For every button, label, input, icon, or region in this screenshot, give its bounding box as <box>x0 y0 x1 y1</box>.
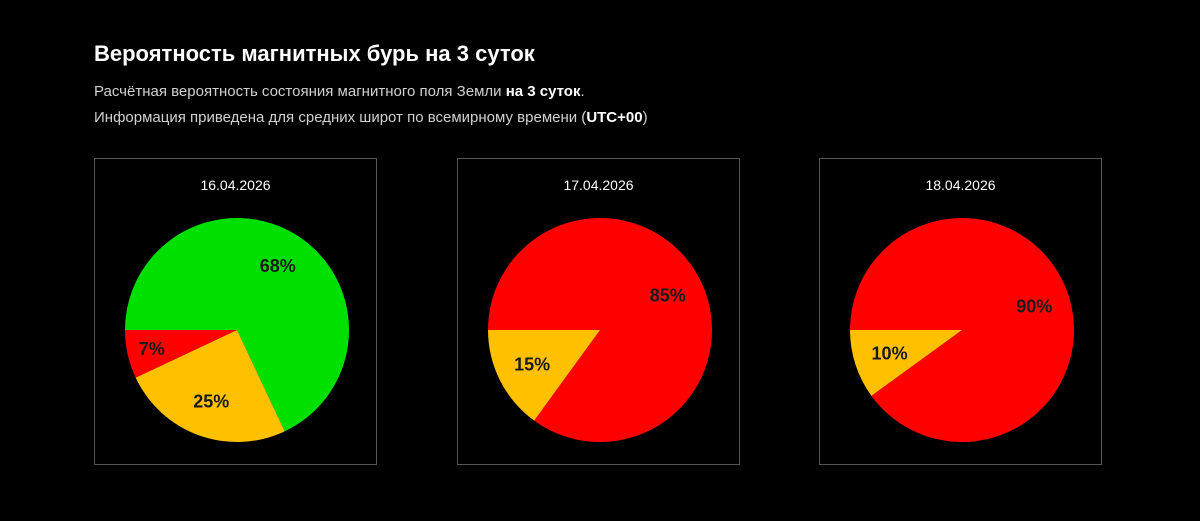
card-date: 17.04.2026 <box>563 177 634 193</box>
pie-slice-1 <box>850 330 962 396</box>
description: Расчётная вероятность состояния магнитно… <box>94 79 648 131</box>
pie-slice-1 <box>135 330 285 442</box>
description-line-1-suffix: . <box>580 83 585 100</box>
pie-slice-label-1: 15% <box>514 355 550 375</box>
pie-slice-1 <box>488 330 600 421</box>
pie-slice-label-1: 25% <box>193 392 229 412</box>
pie-slice-0 <box>125 218 349 432</box>
pie-slice-2 <box>125 330 237 378</box>
forecast-card-day-1: 16.04.2026 68% 25% 7% <box>94 158 377 465</box>
pie-slice-label-0: 68% <box>260 256 296 276</box>
description-line-1-bold: на 3 суток <box>505 83 581 100</box>
pie-slice-label-2: 7% <box>139 339 165 359</box>
description-line-2: Информация приведена для средних широт п… <box>94 105 648 131</box>
pie-chart: 85% 15% <box>488 218 712 442</box>
forecast-card-day-3: 18.04.2026 90% 10% <box>819 158 1102 465</box>
pie-slice-label-1: 10% <box>872 344 908 364</box>
description-line-2-bold: UTC+00 <box>586 109 643 126</box>
description-line-1-text: Расчётная вероятность состояния магнитно… <box>94 83 506 100</box>
description-line-1: Расчётная вероятность состояния магнитно… <box>94 79 648 105</box>
pie-slice-label-0: 85% <box>650 285 686 305</box>
pie-chart: 90% 10% <box>850 218 1074 443</box>
card-date: 18.04.2026 <box>925 177 996 193</box>
card-date: 16.04.2026 <box>200 177 271 193</box>
description-line-2-suffix: ) <box>642 109 648 126</box>
pie-slice-label-0: 90% <box>1016 297 1052 317</box>
forecast-card-day-2: 17.04.2026 85% 15% <box>457 158 740 465</box>
pie-chart: 68% 25% 7% <box>125 218 349 442</box>
page-title: Вероятность магнитных бурь на 3 суток <box>94 41 535 66</box>
description-line-2-text: Информация приведена для средних широт п… <box>94 109 587 126</box>
pie-slice-0 <box>850 218 1074 443</box>
